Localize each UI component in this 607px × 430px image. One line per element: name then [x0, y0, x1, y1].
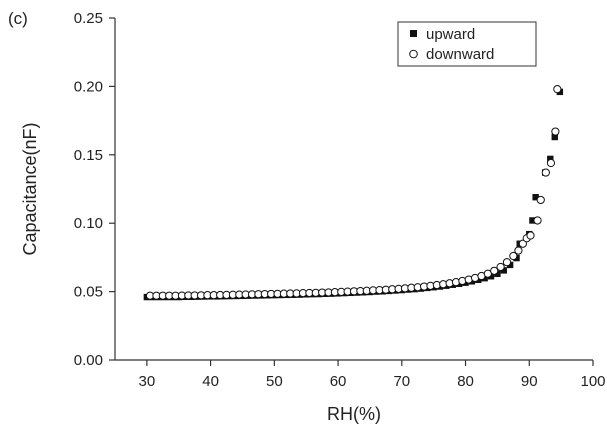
y-tick-label: 0.25: [74, 10, 103, 27]
y-axis-title: Capacitance(nF): [20, 122, 40, 255]
point-upward: [494, 270, 501, 278]
legend-label-upward: upward: [426, 26, 475, 43]
legend-box: [397, 21, 537, 67]
point-upward: [500, 267, 507, 274]
x-tick-label: 100: [580, 373, 605, 390]
point-downward: [541, 168, 550, 177]
y-tick-label: 0.15: [74, 147, 103, 164]
point-upward: [547, 155, 554, 163]
point-downward: [546, 158, 556, 168]
point-downward: [490, 266, 499, 275]
x-tick-label: 90: [521, 373, 538, 390]
point-upward: [532, 194, 539, 201]
panel-label: (c): [8, 9, 28, 28]
plot-area: [143, 85, 564, 301]
point-downward: [502, 258, 512, 267]
legend: upward downward: [397, 21, 537, 67]
point-downward: [551, 127, 560, 136]
y-tick-label: 0.05: [74, 284, 103, 301]
x-tick-label: 40: [202, 373, 219, 390]
y-tick-label: 0.20: [74, 78, 103, 95]
x-tick-label: 80: [457, 373, 474, 390]
x-tick-label: 60: [330, 373, 347, 390]
x-tick-label: 30: [139, 373, 156, 390]
point-upward: [529, 217, 536, 224]
point-upward: [551, 133, 558, 141]
point-downward: [553, 85, 562, 94]
x-tick-label: 50: [266, 373, 283, 390]
point-downward: [526, 231, 535, 240]
series-downward: [145, 85, 562, 300]
point-downward: [536, 195, 545, 205]
point-upward: [506, 261, 514, 269]
point-downward: [509, 251, 518, 261]
point-downward: [533, 216, 542, 225]
legend-marker-downward: [409, 49, 418, 59]
y-tick-label: 0.00: [74, 352, 103, 369]
point-downward: [496, 262, 505, 272]
x-tick-label: 70: [393, 373, 410, 390]
point-downward: [514, 246, 523, 255]
legend-label-downward: downward: [426, 46, 494, 63]
x-axis: 30 40 50 60 70 80 90 100: [115, 359, 606, 390]
y-axis: 0.00 0.05 0.10 0.15 0.20 0.25: [74, 10, 116, 369]
legend-marker-upward: [410, 30, 417, 37]
point-upward: [487, 273, 495, 280]
x-axis-title: RH(%): [327, 404, 381, 424]
point-downward: [518, 239, 527, 248]
y-tick-label: 0.10: [74, 215, 103, 232]
